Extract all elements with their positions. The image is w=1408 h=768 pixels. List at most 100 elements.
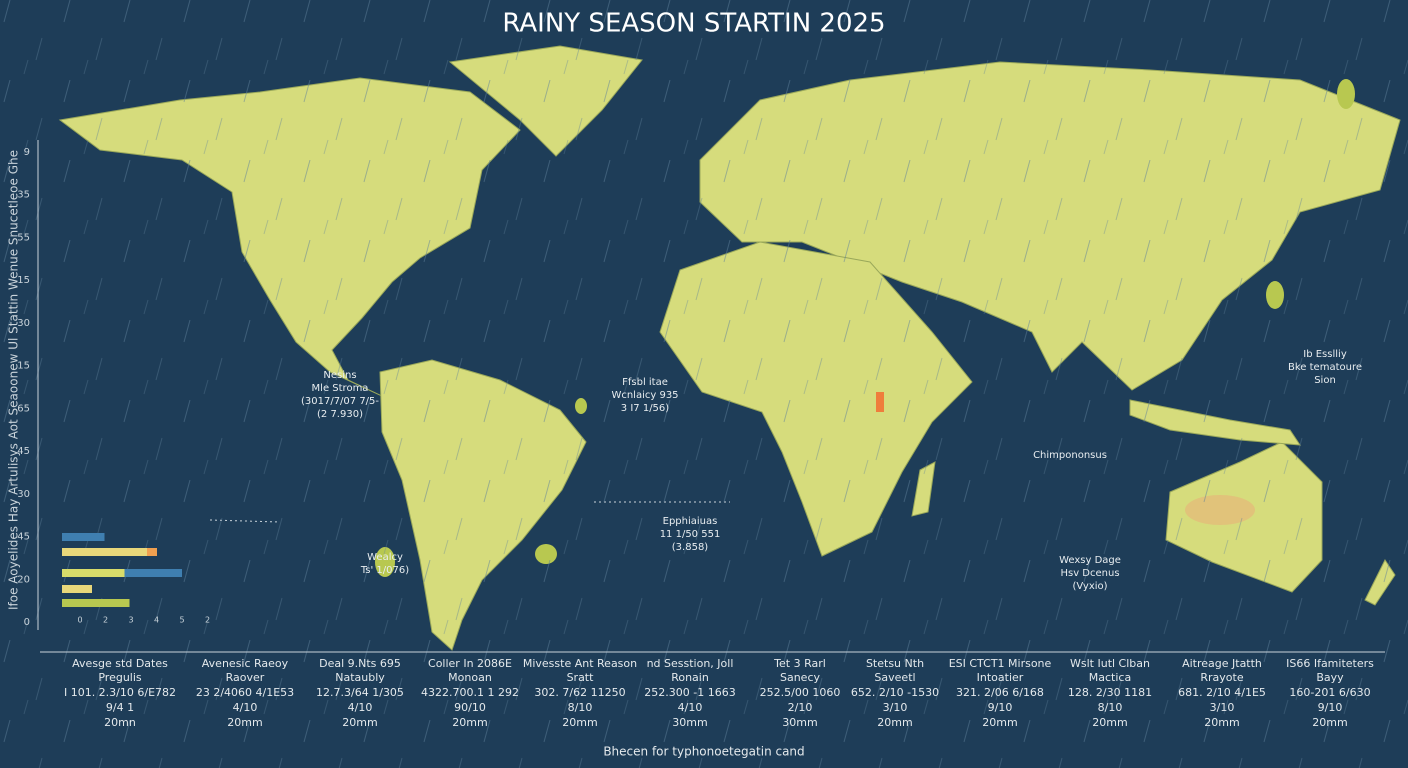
axis-label: 45 <box>17 532 30 543</box>
table-cell: 2/10 <box>788 701 813 714</box>
table-cell: 20mm <box>982 716 1017 729</box>
table-cell: 20mm <box>1092 716 1127 729</box>
table-cell: 90/10 <box>454 701 486 714</box>
table-header: Wslt Iutl Clban <box>1070 657 1150 670</box>
table-cell: 3/10 <box>883 701 908 714</box>
bar-tick-label: 4 <box>154 616 159 625</box>
map-label: Bke tematoure <box>1288 362 1362 373</box>
map-label: Wealcy <box>367 552 403 563</box>
bar-tick-label: 2 <box>103 616 108 625</box>
table-cell: Nataubly <box>335 671 385 684</box>
map-label: Nesins <box>323 370 356 381</box>
bar-tick-label: 0 <box>77 616 82 625</box>
table-cell: Bayy <box>1316 671 1344 684</box>
bar-segment <box>62 533 105 541</box>
table-cell: Sanecy <box>780 671 821 684</box>
table-cell: 652. 2/10 -1530 <box>851 686 939 699</box>
table-header: Mivesste Ant Reason <box>523 657 637 670</box>
table-cell: 20mm <box>562 716 597 729</box>
bar-tick-label: 5 <box>179 616 184 625</box>
table-cell: 23 2/4060 4/1E53 <box>196 686 294 699</box>
map-label: Wexsy Dage <box>1059 555 1121 566</box>
axis-label: 30 <box>17 489 30 500</box>
table-header: Avesge std Dates <box>72 657 168 670</box>
bar-tick-label: 3 <box>128 616 133 625</box>
table-cell: 8/10 <box>568 701 593 714</box>
table-cell: 252.5/00 1060 <box>760 686 841 699</box>
table-cell: 4/10 <box>233 701 258 714</box>
map-label: Epphiaiuas <box>663 516 718 527</box>
table-cell: 20mm <box>227 716 262 729</box>
table-cell: 681. 2/10 4/1E5 <box>1178 686 1266 699</box>
table-cell: 4322.700.1 1 292 <box>421 686 519 699</box>
table-cell: 20mm <box>342 716 377 729</box>
table-header: Deal 9.Nts 695 <box>319 657 401 670</box>
table-cell: 302. 7/62 11250 <box>534 686 625 699</box>
table-cell: 12.7.3/64 1/305 <box>316 686 404 699</box>
table-header: Tet 3 Rarl <box>773 657 826 670</box>
table-cell: 20mm <box>1204 716 1239 729</box>
bar-segment <box>124 569 182 577</box>
axis-label: 35 <box>17 190 30 201</box>
table-cell: 20mm <box>877 716 912 729</box>
table-cell: Sratt <box>567 671 595 684</box>
table-cell: Pregulis <box>98 671 142 684</box>
axis-label: 15 <box>17 361 30 372</box>
axis-label: 15 <box>17 275 30 286</box>
side-label: Ifoe Aoyelides Hay Artulisys Aot Seaoone… <box>7 150 21 610</box>
table-cell: 4/10 <box>348 701 373 714</box>
table-cell: Mactica <box>1089 671 1131 684</box>
table-cell: Saveetl <box>874 671 915 684</box>
table-cell: 20mn <box>104 716 136 729</box>
table-cell: 160-201 6/630 <box>1289 686 1370 699</box>
map-label: (Vyxio) <box>1072 581 1107 592</box>
title: RAINY SEASON STARTIN 2025 <box>502 9 885 39</box>
axis-label: 30 <box>17 318 30 329</box>
table-cell: 4/10 <box>678 701 703 714</box>
table-header: nd Sesstion, Joll <box>647 657 734 670</box>
table-cell: 9/4 1 <box>106 701 134 714</box>
map-label: (2 7.930) <box>317 409 363 420</box>
map-label: Sion <box>1314 375 1336 386</box>
table-header: Coller In 2086E <box>428 657 512 670</box>
table-cell: 20mm <box>452 716 487 729</box>
bar-segment <box>62 548 147 556</box>
bar-segment <box>62 569 125 577</box>
bar-tick-label: 2 <box>205 616 210 625</box>
axis-label: 0 <box>24 617 30 628</box>
table-cell: 321. 2/06 6/168 <box>956 686 1044 699</box>
axis-label: 65 <box>17 403 30 414</box>
map-label: Mle Stroma <box>312 383 369 394</box>
map-label: Wcnlaicy 935 <box>611 390 678 401</box>
table-cell: 252.300 -1 1663 <box>644 686 735 699</box>
table-header: IS66 Ifamiteters <box>1286 657 1374 670</box>
bar-segment <box>62 585 92 593</box>
bar-segment <box>147 548 157 556</box>
table-header: Avenesic Raeoy <box>202 657 289 670</box>
map-label: (3.858) <box>672 542 709 553</box>
map-label: 11 1/50 551 <box>660 529 721 540</box>
map-label: Hsv Dcenus <box>1060 568 1119 579</box>
table-cell: Rrayote <box>1200 671 1243 684</box>
map-label: Ts' 1/076) <box>360 565 409 576</box>
table-cell: 8/10 <box>1098 701 1123 714</box>
table-cell: I 101. 2.3/10 6/E782 <box>64 686 176 699</box>
table-cell: Ronain <box>671 671 709 684</box>
footer: Bhecen for typhonoetegatin cand <box>603 745 804 759</box>
table-cell: 128. 2/30 1181 <box>1068 686 1152 699</box>
table-cell: 9/10 <box>988 701 1013 714</box>
axis-label: 45 <box>17 446 30 457</box>
bar-segment <box>62 599 130 607</box>
table-header: Aitreage Jtatth <box>1182 657 1262 670</box>
map-label: 3 I7 1/56) <box>621 403 669 414</box>
table-cell: Raover <box>226 671 265 684</box>
table-cell: 9/10 <box>1318 701 1343 714</box>
table-header: ESI CTCT1 Mirsone <box>949 657 1052 670</box>
table-cell: 3/10 <box>1210 701 1235 714</box>
table-cell: Intoatier <box>977 671 1024 684</box>
map-label: Ffsbl itae <box>622 377 668 388</box>
table-cell: 20mm <box>1312 716 1347 729</box>
map-label: (3017/7/07 7/5- <box>301 396 379 407</box>
